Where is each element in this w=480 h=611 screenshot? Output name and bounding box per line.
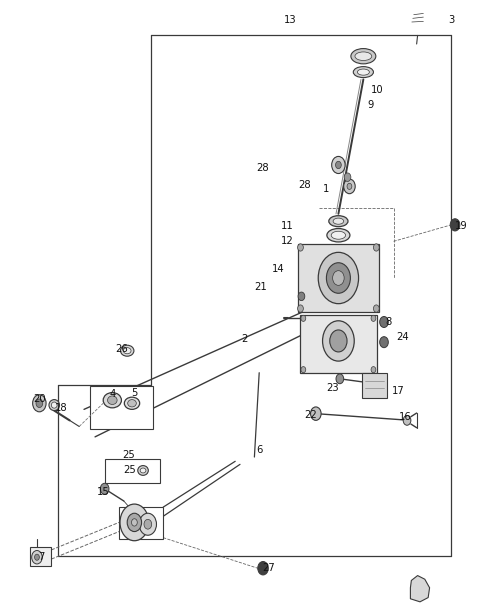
Text: 13: 13 (284, 15, 297, 25)
Circle shape (333, 271, 344, 285)
Circle shape (139, 513, 156, 535)
Circle shape (336, 161, 341, 169)
Text: 11: 11 (281, 221, 293, 231)
Circle shape (36, 399, 43, 408)
Circle shape (336, 374, 344, 384)
Circle shape (344, 173, 351, 181)
Circle shape (323, 321, 354, 361)
Bar (105, 459, 160, 483)
Bar (362, 373, 387, 398)
Text: 18: 18 (55, 403, 67, 413)
Circle shape (144, 519, 152, 529)
Circle shape (127, 513, 142, 532)
Text: 2: 2 (241, 334, 248, 344)
Circle shape (298, 244, 303, 251)
Circle shape (311, 407, 321, 420)
Ellipse shape (108, 396, 117, 404)
Circle shape (326, 263, 350, 293)
Text: 15: 15 (97, 488, 109, 497)
Circle shape (35, 554, 39, 560)
Ellipse shape (123, 348, 131, 354)
Text: 21: 21 (254, 282, 267, 292)
Ellipse shape (138, 466, 148, 475)
Ellipse shape (331, 232, 346, 239)
Text: 17: 17 (392, 386, 405, 396)
Ellipse shape (329, 216, 348, 227)
Circle shape (344, 179, 355, 194)
Circle shape (318, 252, 359, 304)
Ellipse shape (355, 52, 372, 60)
Text: 1: 1 (323, 185, 330, 194)
Circle shape (380, 316, 388, 327)
Circle shape (33, 395, 46, 412)
Ellipse shape (103, 393, 121, 408)
Ellipse shape (128, 400, 136, 407)
Bar (90, 386, 153, 429)
Circle shape (258, 562, 268, 575)
Text: 7: 7 (38, 552, 45, 562)
Circle shape (298, 305, 303, 312)
Circle shape (371, 315, 376, 321)
Text: 22: 22 (305, 411, 317, 420)
Circle shape (373, 305, 379, 312)
Ellipse shape (49, 400, 60, 411)
Text: 6: 6 (256, 445, 263, 455)
Text: 25: 25 (122, 450, 134, 460)
Ellipse shape (124, 397, 140, 409)
Text: 5: 5 (131, 388, 138, 398)
Text: 14: 14 (272, 264, 285, 274)
Bar (119, 507, 163, 539)
Circle shape (371, 367, 376, 373)
Circle shape (330, 330, 347, 352)
Ellipse shape (333, 218, 344, 224)
Circle shape (301, 315, 306, 321)
Text: 25: 25 (123, 466, 136, 475)
Circle shape (298, 292, 305, 301)
Text: 24: 24 (396, 332, 408, 342)
Ellipse shape (351, 48, 376, 64)
Bar (300, 315, 377, 373)
Text: 23: 23 (326, 383, 339, 393)
Text: 20: 20 (33, 394, 46, 404)
Circle shape (120, 504, 149, 541)
Text: 19: 19 (455, 221, 467, 231)
Circle shape (450, 219, 460, 231)
Text: 26: 26 (115, 345, 128, 354)
Bar (30, 547, 51, 566)
Circle shape (347, 183, 352, 189)
Ellipse shape (120, 345, 134, 356)
Text: 28: 28 (298, 180, 311, 190)
Circle shape (100, 483, 109, 494)
Text: 9: 9 (367, 100, 374, 110)
Circle shape (403, 415, 411, 425)
Circle shape (380, 337, 388, 348)
Circle shape (332, 156, 345, 174)
Text: 28: 28 (257, 163, 269, 173)
Circle shape (132, 519, 137, 526)
Text: 10: 10 (371, 86, 384, 95)
Ellipse shape (327, 229, 350, 242)
Ellipse shape (51, 402, 57, 408)
Text: 3: 3 (448, 15, 455, 25)
Text: 12: 12 (281, 236, 293, 246)
Circle shape (373, 244, 379, 251)
Ellipse shape (357, 69, 370, 75)
Ellipse shape (140, 468, 146, 473)
Bar (298, 244, 379, 312)
Circle shape (301, 367, 306, 373)
Text: 4: 4 (109, 389, 116, 399)
Circle shape (32, 551, 42, 564)
Text: 16: 16 (399, 412, 412, 422)
Text: 8: 8 (385, 317, 392, 327)
Text: 27: 27 (263, 563, 275, 573)
Ellipse shape (353, 67, 373, 78)
Polygon shape (410, 576, 430, 602)
